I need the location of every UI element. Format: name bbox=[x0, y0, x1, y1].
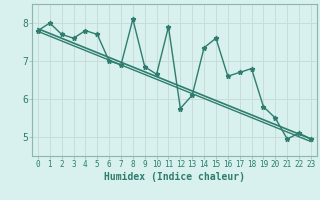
X-axis label: Humidex (Indice chaleur): Humidex (Indice chaleur) bbox=[104, 172, 245, 182]
